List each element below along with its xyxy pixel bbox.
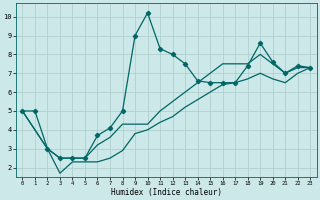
X-axis label: Humidex (Indice chaleur): Humidex (Indice chaleur): [111, 188, 222, 197]
